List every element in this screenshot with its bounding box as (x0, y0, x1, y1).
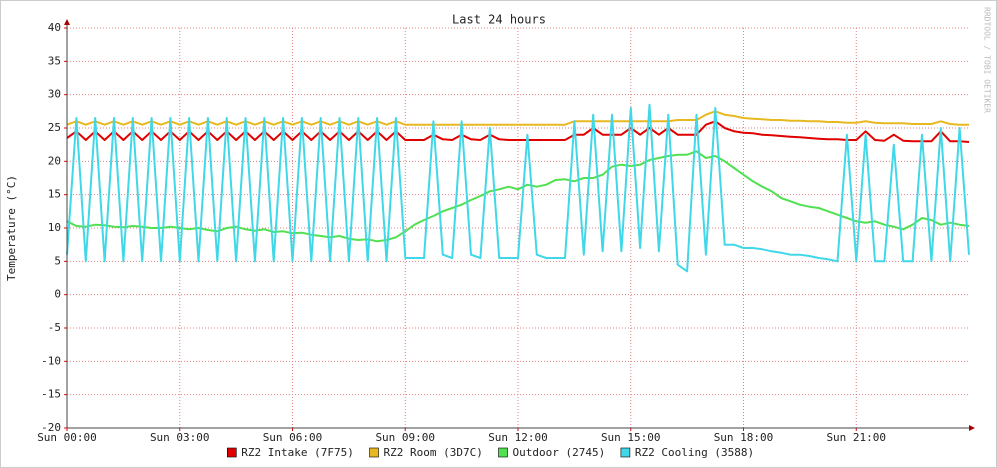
x-tick-label: Sun 06:00 (263, 431, 323, 444)
x-tick-label: Sun 15:00 (601, 431, 661, 444)
y-axis-label: Temperature (°C) (5, 175, 18, 281)
legend-swatch (620, 447, 631, 458)
legend-label: RZ2 Cooling (3588) (635, 446, 754, 459)
chart-title: Last 24 hours (452, 13, 546, 27)
y-tick-label: 15 (48, 188, 61, 201)
credit: RRDTOOL / TOBI OETIKER (983, 7, 992, 113)
legend: RZ2 Intake (7F75) RZ2 Room (3D7C) Outdoor … (227, 446, 754, 459)
series-line (66, 150, 970, 243)
y-tick-label: -5 (48, 321, 61, 334)
series-line (66, 103, 970, 273)
y-tick-label: 30 (48, 88, 61, 101)
legend-swatch (498, 447, 508, 458)
x-tick-label: Sun 18:00 (714, 431, 774, 444)
x-tick-label: Sun 12:00 (488, 431, 548, 444)
series-line (66, 110, 969, 126)
y-tick-label: 40 (48, 21, 61, 34)
lines (66, 103, 970, 273)
axes (64, 19, 975, 431)
y-tick-label: 20 (48, 154, 61, 167)
y-arrow (64, 19, 70, 25)
y-tick-label: 5 (54, 254, 61, 267)
y-tick-label: 0 (54, 288, 61, 301)
y-tick-label: -15 (41, 388, 61, 401)
y-tick-label: 25 (48, 121, 61, 134)
legend-label: RZ2 Intake (7F75) (241, 446, 354, 459)
legend-label: Outdoor (2745) (513, 446, 606, 459)
x-tick-label: Sun 21:00 (826, 431, 886, 444)
legend-swatch (369, 447, 379, 458)
x-tick-label: Sun 00:00 (37, 431, 97, 444)
y-tick-label: 35 (48, 54, 61, 67)
x-arrow (969, 425, 975, 431)
legend-label: RZ2 Room (3D7C) (384, 446, 483, 459)
x-tick-label: Sun 09:00 (375, 431, 435, 444)
legend-swatch (227, 447, 237, 458)
series-line (66, 120, 970, 143)
x-tick-label: Sun 03:00 (150, 431, 210, 444)
y-tick-label: -10 (41, 354, 61, 367)
y-tick-label: -20 (41, 421, 61, 434)
y-tick-label: 10 (48, 221, 61, 234)
